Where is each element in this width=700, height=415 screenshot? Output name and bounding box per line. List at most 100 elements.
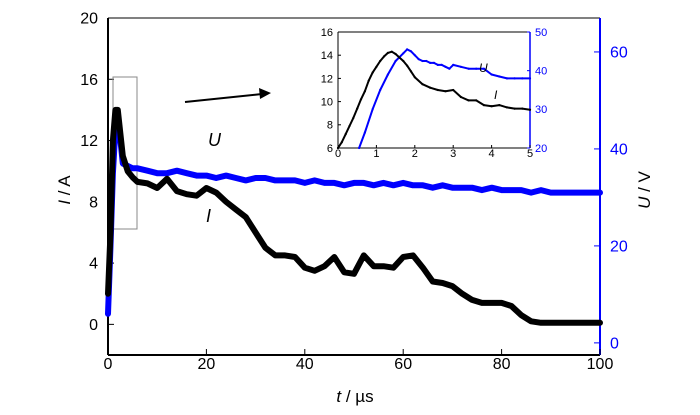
data-point-i (302, 265, 308, 271)
inset-data-point-i (340, 141, 343, 144)
inset-data-point-u (425, 59, 428, 63)
data-point-u (341, 182, 347, 188)
data-point-u (450, 185, 455, 191)
inset-data-point-i (429, 86, 432, 89)
inset-data-point-i (344, 133, 347, 136)
inset-data-point-u (452, 63, 455, 66)
inset-data-point-u (448, 67, 451, 70)
data-point-u (154, 170, 160, 176)
data-point-u (184, 170, 190, 176)
data-point-i (400, 254, 406, 260)
inset-data-point-u (498, 75, 501, 78)
inset-data-point-u (444, 65, 447, 68)
data-point-i (440, 280, 445, 286)
inset-data-point-u (421, 59, 424, 63)
inset-data-point-i (421, 83, 424, 86)
inset-data-point-i (459, 95, 462, 99)
inset-data-point-i (367, 79, 370, 82)
data-point-u (459, 185, 465, 191)
data-point-i (184, 191, 190, 197)
data-point-i (351, 271, 357, 277)
inset-x-tick-label: 3 (450, 148, 456, 160)
data-point-i (391, 265, 396, 271)
left-tick-label: 20 (80, 11, 98, 28)
inset-data-point-u (379, 88, 382, 92)
data-point-i (341, 269, 347, 275)
data-point-i (410, 253, 416, 258)
inset-left-tick-label: 14 (321, 50, 333, 62)
inset-data-point-i (363, 90, 366, 93)
main-series-group (105, 106, 603, 326)
inset-x-tick-label: 2 (412, 148, 418, 160)
data-point-u (587, 190, 593, 196)
inset-data-point-u (440, 63, 443, 66)
data-point-u (351, 180, 357, 186)
data-point-i (108, 230, 113, 235)
x-tick-group: 0 20 40 60 80 100 (104, 349, 614, 373)
data-point-u (509, 187, 514, 193)
inset-data-point-i (409, 70, 413, 73)
inset-left-tick-group: 6 8 10 12 14 16 (321, 27, 341, 155)
data-point-u (361, 180, 367, 186)
data-point-u (489, 185, 495, 191)
inset-data-point-u (402, 52, 405, 55)
data-point-u (577, 190, 583, 196)
inset-data-point-i (371, 71, 374, 74)
inset-series-group (336, 48, 532, 150)
series-label-i: I (206, 206, 211, 226)
data-point-i (154, 185, 160, 191)
inset-data-point-u (386, 73, 389, 76)
data-point-i (469, 297, 475, 303)
inset-data-point-u (459, 65, 462, 68)
data-point-u (371, 182, 377, 188)
data-point-i (597, 320, 603, 326)
inset-data-point-i (352, 116, 355, 119)
data-point-i (115, 107, 121, 113)
data-point-i (253, 230, 258, 235)
left-tick-label: 8 (89, 194, 98, 211)
x-axis-title: t / µs (336, 387, 373, 406)
inset-data-point-i (521, 107, 524, 110)
data-point-u (233, 175, 239, 181)
data-point-i (272, 253, 278, 258)
data-point-u (312, 178, 317, 183)
x-tick-label: 0 (104, 356, 113, 373)
data-point-i (145, 181, 150, 186)
inset-data-point-u (429, 61, 432, 64)
data-point-u (400, 180, 406, 186)
inset-data-point-u (409, 50, 413, 53)
data-point-u (213, 175, 219, 181)
data-point-u (499, 187, 504, 193)
x-tick-label: 100 (587, 356, 614, 373)
inset-data-point-u (406, 48, 409, 51)
inset-right-tick-label: 50 (535, 27, 547, 39)
inset-data-point-u (413, 54, 416, 57)
inset-series-line-u (358, 48, 531, 149)
data-point-u (568, 190, 573, 196)
left-tick-label: 0 (89, 317, 98, 334)
data-point-u (130, 165, 136, 171)
inset-data-point-i (413, 76, 416, 79)
inset-data-point-i (490, 105, 493, 108)
data-point-i (528, 318, 534, 324)
data-point-u (430, 185, 436, 191)
inset-data-point-u (528, 77, 532, 80)
inset-left-tick-label: 8 (327, 120, 333, 132)
data-point-u (410, 182, 416, 188)
data-point-u (558, 190, 563, 196)
data-point-u (272, 178, 278, 183)
data-point-i (213, 190, 219, 196)
data-point-i (479, 300, 485, 306)
series-label-u: U (208, 130, 222, 150)
inset-left-tick-label: 12 (321, 73, 333, 85)
inset-data-point-i (375, 65, 378, 68)
data-point-i (204, 185, 209, 191)
data-point-i (322, 263, 327, 269)
left-axis-title: I / A (55, 175, 74, 205)
inset-data-point-i (386, 51, 389, 55)
data-point-u (381, 180, 386, 186)
data-point-i (361, 253, 367, 258)
data-point-i (459, 291, 465, 297)
